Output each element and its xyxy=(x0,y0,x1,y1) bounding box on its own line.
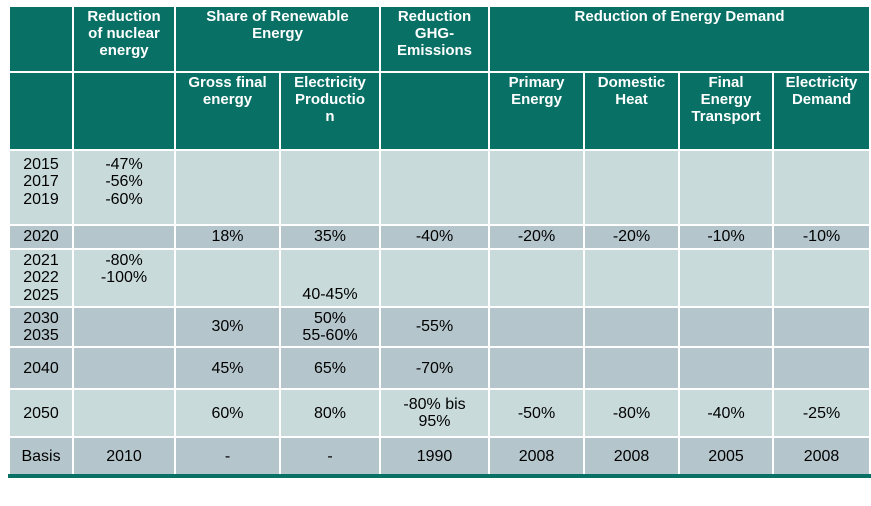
subheader-electricity-demand: Electricity Demand xyxy=(772,71,871,151)
value-cell: 30% xyxy=(174,305,281,349)
value-cell: -40% xyxy=(678,388,775,439)
row-label-cell: 2040 xyxy=(8,346,74,391)
value-cell: -10% xyxy=(678,224,775,250)
table-row: 2015 2017 2019 -47% -56% -60% xyxy=(8,149,871,226)
value-cell xyxy=(772,248,871,308)
value-cell: -55% xyxy=(379,305,491,349)
subheader-primary-energy: Primary Energy xyxy=(488,71,586,151)
row-label-cell: 2020 xyxy=(8,224,74,250)
row-label-cell: 2021 2022 2025 xyxy=(8,248,74,308)
row-label-cell: 2030 2035 xyxy=(8,305,74,349)
table-header: Reduction of nuclear energy Share of Ren… xyxy=(8,5,871,151)
subheader-empty-nuclear xyxy=(72,71,176,151)
table-row: 2020 18% 35% -40% -20% -20% -10% -10% xyxy=(8,224,871,250)
value-cell: 35% xyxy=(278,224,382,250)
header-energy-demand-reduction: Reduction of Energy Demand xyxy=(488,5,871,73)
subheader-final-energy-transport: Final Energy Transport xyxy=(678,71,775,151)
value-cell: 2008 xyxy=(488,436,586,478)
subheader-empty-years xyxy=(8,71,74,151)
value-cell: 65% xyxy=(278,346,382,391)
value-cell xyxy=(678,149,775,226)
value-cell: -40% xyxy=(379,224,491,250)
value-cell xyxy=(488,149,586,226)
header-ghg-reduction: Reduction GHG- Emissions xyxy=(379,5,491,73)
table-body: 2015 2017 2019 -47% -56% -60% 2020 18% 35% -4… xyxy=(8,149,871,478)
value-cell: -80% bis 95% xyxy=(379,388,491,439)
value-cell xyxy=(174,248,281,308)
subheader-gross-final-energy: Gross final energy xyxy=(174,71,281,151)
table-row: 2021 2022 2025 -80% -100% 40-45% xyxy=(8,248,871,308)
value-cell: 80% xyxy=(278,388,382,439)
value-cell: 45% xyxy=(174,346,281,391)
value-cell xyxy=(72,224,176,250)
value-cell xyxy=(678,305,775,349)
header-renewable-share: Share of Renewable Energy xyxy=(173,5,382,73)
value-cell xyxy=(583,149,681,226)
value-cell: 2010 xyxy=(72,436,176,478)
value-cell: 1990 xyxy=(379,436,491,478)
value-cell: -20% xyxy=(488,224,586,250)
header-nuclear-reduction: Reduction of nuclear energy xyxy=(72,5,176,73)
value-cell: -20% xyxy=(583,224,681,250)
value-cell xyxy=(772,149,871,226)
value-cell xyxy=(278,149,382,226)
value-cell: 50% 55-60% xyxy=(278,305,382,349)
value-cell xyxy=(174,149,281,226)
targets-table: Reduction of nuclear energy Share of Ren… xyxy=(8,5,871,479)
subheader-electricity-production: Electricity Productio n xyxy=(278,71,382,151)
row-label-cell: 2015 2017 2019 xyxy=(8,149,74,226)
value-cell: -80% -100% xyxy=(72,248,176,308)
value-cell xyxy=(678,248,775,308)
row-label-cell: 2050 xyxy=(8,388,74,439)
value-cell: - xyxy=(174,436,281,478)
value-cell xyxy=(379,248,491,308)
row-label-cell: Basis xyxy=(8,436,74,478)
table-row: 2040 45% 65% -70% xyxy=(8,346,871,391)
value-cell xyxy=(772,346,871,391)
value-cell xyxy=(488,346,586,391)
value-cell xyxy=(583,305,681,349)
value-cell xyxy=(488,305,586,349)
value-cell xyxy=(488,248,586,308)
value-cell: 2008 xyxy=(772,436,871,478)
header-sub-row: Gross final energy Electricity Productio… xyxy=(8,71,871,151)
value-cell: -80% xyxy=(583,388,681,439)
value-cell xyxy=(678,346,775,391)
value-cell: 60% xyxy=(174,388,281,439)
header-group-row: Reduction of nuclear energy Share of Ren… xyxy=(8,5,871,73)
header-corner-cell xyxy=(8,5,74,73)
value-cell xyxy=(72,388,176,439)
value-cell: -70% xyxy=(379,346,491,391)
value-cell: -50% xyxy=(488,388,586,439)
value-cell xyxy=(72,346,176,391)
value-cell: - xyxy=(278,436,382,478)
table-row: 2030 2035 30% 50% 55-60% -55% xyxy=(8,305,871,349)
value-cell: -10% xyxy=(772,224,871,250)
value-cell xyxy=(72,305,176,349)
subheader-empty-ghg xyxy=(379,71,491,151)
subheader-domestic-heat: Domestic Heat xyxy=(583,71,681,151)
value-cell: -25% xyxy=(772,388,871,439)
value-cell: 2005 xyxy=(678,436,775,478)
value-cell xyxy=(583,346,681,391)
value-cell xyxy=(583,248,681,308)
value-cell xyxy=(379,149,491,226)
value-cell: 18% xyxy=(174,224,281,250)
energy-targets-table: Reduction of nuclear energy Share of Ren… xyxy=(8,5,871,479)
value-cell: 2008 xyxy=(583,436,681,478)
table-row: 2050 60% 80% -80% bis 95% -50% -80% -40% -25% xyxy=(8,388,871,439)
table-row: Basis 2010- -1990 2008 2008 2005 2008 xyxy=(8,436,871,478)
value-cell xyxy=(772,305,871,349)
value-cell: 40-45% xyxy=(278,248,382,308)
value-cell: -47% -56% -60% xyxy=(72,149,176,226)
